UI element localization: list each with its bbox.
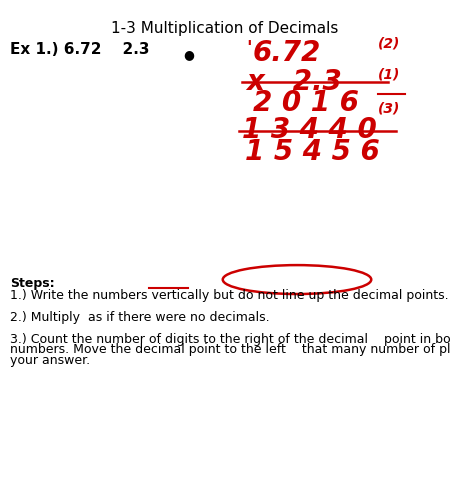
Text: ●: ● xyxy=(184,48,194,61)
Text: Ex 1.) 6.72    2.3: Ex 1.) 6.72 2.3 xyxy=(10,42,149,57)
Text: 1-3 Multiplication of Decimals: 1-3 Multiplication of Decimals xyxy=(111,21,339,36)
Text: 2 0 1 6: 2 0 1 6 xyxy=(253,89,359,117)
Text: your answer.: your answer. xyxy=(10,354,90,367)
Text: 1 3 4 4 0: 1 3 4 4 0 xyxy=(242,116,377,144)
Text: 2.) Multiply  as if there were no decimals.: 2.) Multiply as if there were no decimal… xyxy=(10,311,270,324)
Text: 1 5 4 5 6: 1 5 4 5 6 xyxy=(245,138,380,166)
Text: 6.72: 6.72 xyxy=(253,39,321,67)
Text: numbers. Move the decimal point to the left    that many number of places in: numbers. Move the decimal point to the l… xyxy=(10,343,450,356)
Text: x   2.3: x 2.3 xyxy=(247,68,342,96)
Text: ': ' xyxy=(247,39,252,56)
Text: 1.) Write the numbers vertically but do not line up the decimal points.: 1.) Write the numbers vertically but do … xyxy=(10,289,449,302)
Text: Steps:: Steps: xyxy=(10,277,54,290)
Text: (1): (1) xyxy=(378,67,400,81)
Text: (3): (3) xyxy=(378,101,400,115)
Text: (2): (2) xyxy=(378,36,400,50)
Text: 3.) Count the number of digits to the right of the decimal    point in both: 3.) Count the number of digits to the ri… xyxy=(10,333,450,346)
